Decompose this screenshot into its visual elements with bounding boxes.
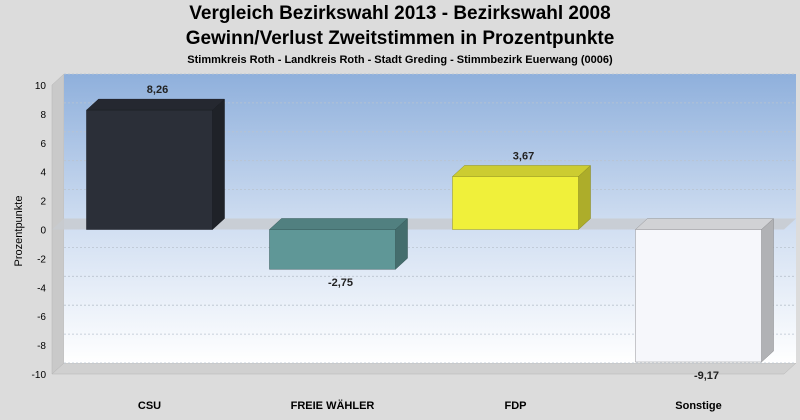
x-tick-label: FREIE WÄHLER	[291, 399, 375, 412]
bar	[268, 217, 409, 270]
y-tick-label: 4	[40, 168, 46, 179]
y-tick-label: -2	[37, 254, 46, 265]
bar-side	[212, 98, 225, 231]
bar-side	[761, 217, 774, 363]
x-tick-label: CSU	[138, 400, 161, 412]
chart-title: Vergleich Bezirkswahl 2013 - Bezirkswahl…	[189, 3, 611, 24]
y-tick-label: 6	[40, 139, 46, 150]
y-tick-label: -6	[37, 312, 46, 323]
data-label: 8,26	[147, 84, 168, 96]
bar	[634, 217, 775, 363]
bar-front	[86, 109, 213, 230]
bar-front	[269, 229, 396, 270]
bar-front	[635, 229, 762, 363]
x-tick-label: Sonstige	[675, 400, 721, 412]
y-tick-label: -8	[37, 341, 46, 352]
y-tick-label: -4	[37, 283, 46, 294]
chart-subsubtitle: Stimmkreis Roth - Landkreis Roth - Stadt…	[187, 54, 613, 66]
y-tick-label: 8	[40, 110, 46, 121]
y-tick-label: 10	[35, 81, 47, 92]
bar-top	[634, 218, 775, 230]
y-tick-label: -10	[32, 370, 47, 381]
bar-top	[85, 98, 226, 111]
bar-top	[268, 218, 409, 230]
bar-top	[451, 165, 592, 177]
data-label: -9,17	[694, 370, 719, 382]
x-tick-label: FDP	[505, 400, 527, 412]
bar	[451, 164, 592, 231]
plot-floor	[51, 362, 797, 375]
y-tick-label: 2	[40, 197, 46, 208]
y-tick-label: 0	[40, 226, 46, 237]
data-label: 3,67	[513, 150, 534, 162]
bar-front	[452, 176, 579, 230]
y-axis-label: Prozentpunkte	[13, 196, 25, 267]
data-label: -2,75	[328, 277, 353, 289]
zero-plane	[52, 218, 796, 230]
chart-subtitle: Gewinn/Verlust Zweitstimmen in Prozentpu…	[185, 28, 615, 49]
bar	[85, 98, 226, 231]
